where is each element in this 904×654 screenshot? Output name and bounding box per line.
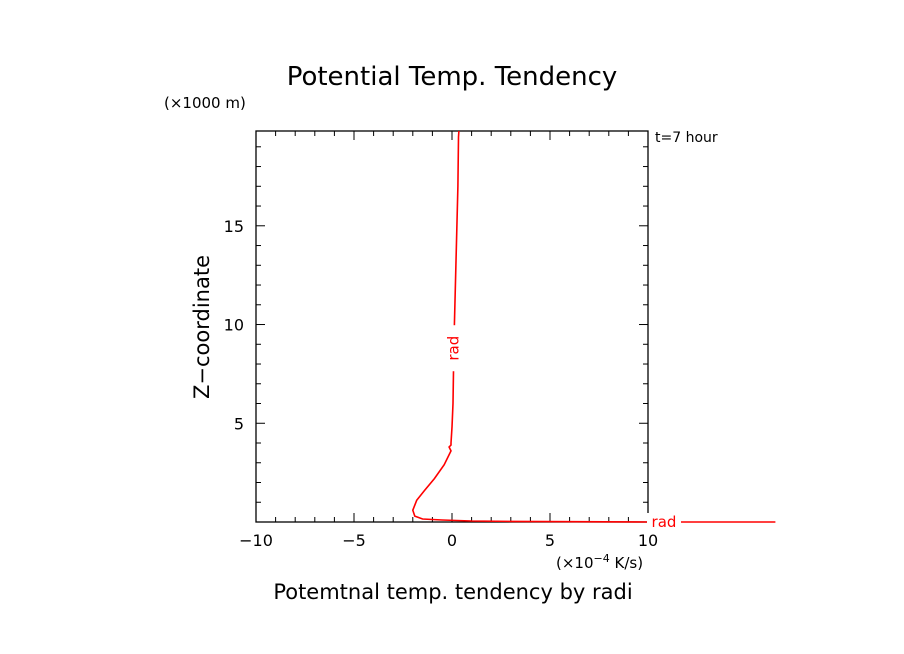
time-label: t=7 hour (655, 130, 718, 146)
chart-title: Potential Temp. Tendency (287, 62, 618, 92)
x-tick-label: −5 (342, 531, 366, 550)
x-unit-label-base: (×10 (556, 554, 594, 572)
y-tick-label: 15 (224, 217, 244, 236)
series-line-label: rad (445, 336, 463, 361)
line-label-gap (446, 325, 461, 372)
y-tick-label: 10 (224, 316, 244, 335)
axes: −10 −5 0 5 10 5 10 15 (224, 130, 658, 550)
x-axis-label: Potemtnal temp. tendency by radi (273, 580, 632, 604)
y-axis-label: Z−coordinate (190, 255, 214, 399)
series-end-label: rad (652, 513, 677, 531)
series-line-rad (411, 130, 776, 523)
x-unit-label-exponent: −4 (594, 552, 610, 565)
x-unit-label: (×10−4 K/s) (556, 552, 643, 572)
y-tick-label: 5 (234, 414, 244, 433)
x-tick-label: −10 (239, 531, 273, 550)
x-tick-label: 5 (545, 531, 555, 550)
x-tick-label: 10 (638, 531, 658, 550)
plot-area: rad rad (411, 130, 776, 531)
x-tick-label: 0 (447, 531, 457, 550)
end-label-gap (647, 513, 681, 530)
y-unit-label: (×1000 m) (164, 94, 246, 112)
x-unit-label-tail: K/s) (610, 554, 643, 572)
